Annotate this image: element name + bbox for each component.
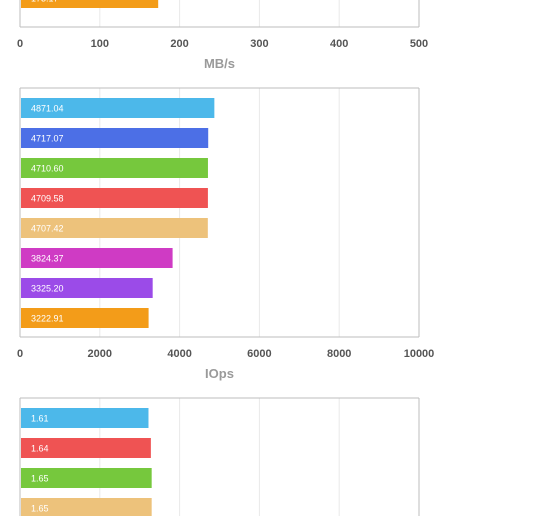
x-tick-label: 6000 bbox=[247, 348, 271, 360]
bar bbox=[21, 308, 149, 328]
bar bbox=[21, 218, 208, 238]
bar-value-label: 4717.07 bbox=[31, 134, 64, 144]
bar-value-label: 173.17 bbox=[31, 0, 59, 4]
x-tick-label: 500 bbox=[410, 38, 428, 50]
bar-value-label: 1.65 bbox=[31, 474, 49, 484]
bar bbox=[21, 438, 151, 458]
bar-value-label: 3222.91 bbox=[31, 314, 64, 324]
x-tick-label: 300 bbox=[250, 38, 268, 50]
bar-value-label: 1.65 bbox=[31, 504, 49, 514]
x-tick-label: 2000 bbox=[88, 348, 112, 360]
iops-chart: 4871.04 4717.07 4710.60 4709.58 4707.42 3824.… bbox=[17, 87, 435, 381]
bar-value-label: 1.64 bbox=[31, 444, 49, 454]
x-tick-label: 200 bbox=[170, 38, 188, 50]
bar bbox=[21, 408, 149, 428]
bar-value-label: 4707.42 bbox=[31, 224, 64, 234]
bar bbox=[21, 158, 208, 178]
x-tick-label: 10000 bbox=[404, 348, 435, 360]
bar-value-label: 4871.04 bbox=[31, 104, 64, 114]
bar bbox=[21, 0, 159, 8]
bar bbox=[21, 278, 153, 298]
bar-value-label: 3824.37 bbox=[31, 254, 64, 264]
bar bbox=[21, 248, 173, 268]
bar-value-label: 4710.60 bbox=[31, 164, 64, 174]
bar-value-label: 1.61 bbox=[31, 414, 49, 424]
bar bbox=[21, 128, 209, 148]
x-axis-label: MB/s bbox=[204, 56, 235, 71]
bar bbox=[21, 468, 152, 488]
mbps-chart: 173.17 0 100 200 300 400 500 MB/s bbox=[17, 0, 428, 71]
bar-value-label: 4709.58 bbox=[31, 194, 64, 204]
bar bbox=[21, 98, 215, 118]
x-tick-label: 0 bbox=[17, 38, 23, 50]
latency-chart: 1.61 1.64 1.65 1.65 bbox=[19, 397, 420, 516]
x-tick-label: 400 bbox=[330, 38, 348, 50]
x-tick-label: 100 bbox=[91, 38, 109, 50]
bar bbox=[21, 498, 152, 516]
x-tick-label: 8000 bbox=[327, 348, 351, 360]
x-axis-label: IOps bbox=[205, 366, 234, 381]
bar-value-label: 3325.20 bbox=[31, 284, 64, 294]
x-tick-label: 4000 bbox=[167, 348, 191, 360]
bar bbox=[21, 188, 208, 208]
x-tick-label: 0 bbox=[17, 348, 23, 360]
